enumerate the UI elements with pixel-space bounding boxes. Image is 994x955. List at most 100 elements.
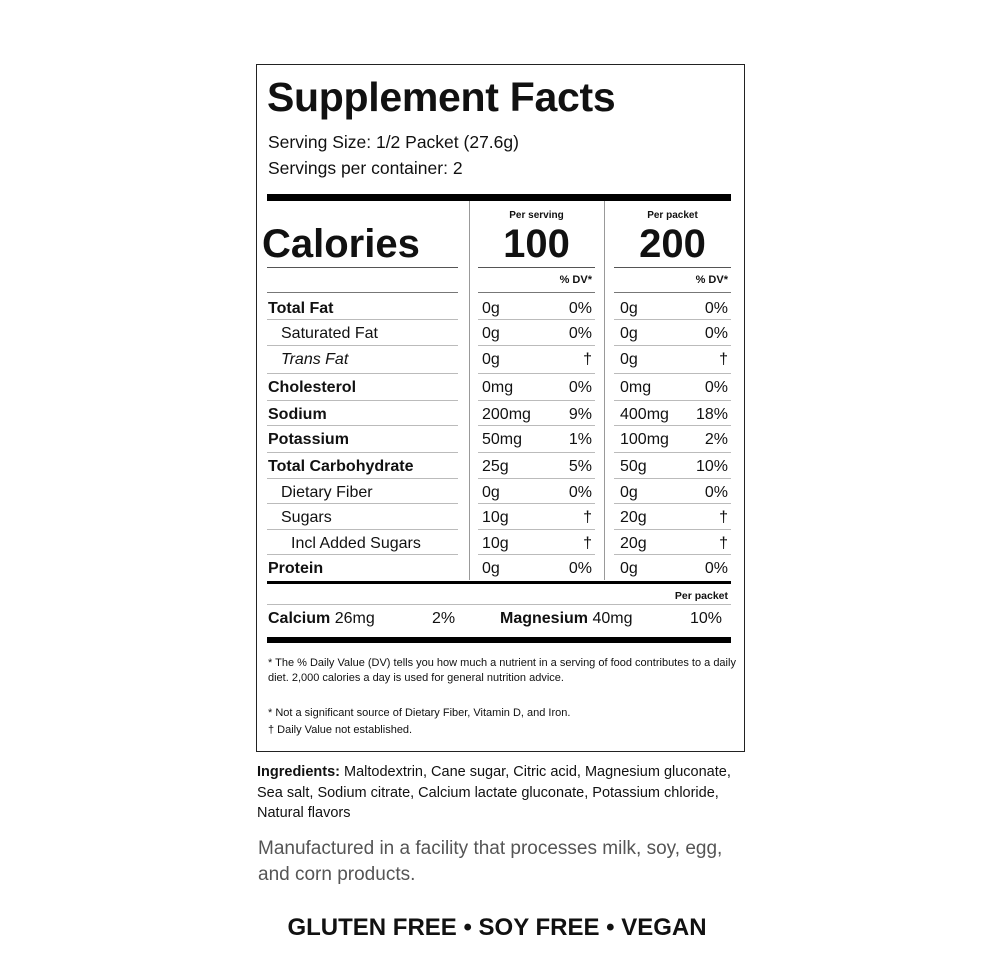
magnesium-name: Magnesium bbox=[500, 610, 589, 627]
packet-amount: 20g bbox=[620, 509, 647, 526]
row-divider bbox=[478, 529, 595, 530]
row-divider bbox=[478, 554, 595, 555]
dv-header-packet: % DV* bbox=[695, 274, 728, 286]
serving-amount: 0g bbox=[482, 484, 500, 501]
per-packet-label: Per packet bbox=[647, 210, 698, 221]
nutrient-name: Protein bbox=[268, 560, 324, 577]
packet-dv: 0% bbox=[704, 484, 728, 501]
calories-per-serving: 100 bbox=[503, 222, 570, 266]
row-divider bbox=[267, 400, 458, 401]
row-divider bbox=[478, 503, 595, 504]
serving-dv: † bbox=[583, 351, 592, 368]
row-divider bbox=[614, 554, 731, 555]
packet-dv: † bbox=[719, 509, 728, 526]
serving-amount: 200mg bbox=[482, 406, 531, 423]
nutrient-name: Saturated Fat bbox=[281, 325, 378, 342]
row-divider bbox=[478, 319, 595, 320]
serving-amount: 0g bbox=[482, 300, 500, 317]
divider bbox=[614, 292, 731, 293]
packet-amount: 100mg bbox=[620, 431, 669, 448]
divider bbox=[267, 604, 731, 605]
serving-dv: 1% bbox=[568, 431, 592, 448]
column-divider bbox=[469, 201, 470, 580]
row-divider bbox=[267, 425, 458, 426]
footnote-insignificant: * Not a significant source of Dietary Fi… bbox=[268, 707, 571, 719]
serving-size: Serving Size: 1/2 Packet (27.6g) bbox=[268, 132, 519, 152]
servings-per-container: Servings per container: 2 bbox=[268, 158, 463, 178]
serving-dv: 0% bbox=[568, 379, 592, 396]
row-divider bbox=[614, 503, 731, 504]
packet-dv: 0% bbox=[704, 379, 728, 396]
nutrient-row: Total Fat 0g 0% 0g 0% bbox=[0, 296, 994, 322]
packet-dv: † bbox=[719, 351, 728, 368]
row-divider bbox=[267, 529, 458, 530]
serving-dv: 5% bbox=[568, 458, 592, 475]
serving-dv: † bbox=[583, 509, 592, 526]
calories-per-packet: 200 bbox=[639, 222, 706, 266]
serving-dv: † bbox=[583, 535, 592, 552]
packet-amount: 0g bbox=[620, 325, 638, 342]
row-divider bbox=[614, 478, 731, 479]
packet-dv: 18% bbox=[695, 406, 728, 423]
supplement-facts-panel bbox=[256, 64, 745, 752]
thick-divider bbox=[267, 194, 731, 201]
nutrient-row: Potassium 50mg 1% 100mg 2% bbox=[0, 427, 994, 453]
row-divider bbox=[614, 452, 731, 453]
row-divider bbox=[478, 400, 595, 401]
nutrient-name: Dietary Fiber bbox=[281, 484, 373, 501]
nutrient-row: Trans Fat 0g † 0g † bbox=[0, 347, 994, 373]
packet-amount: 20g bbox=[620, 535, 647, 552]
per-serving-label: Per serving bbox=[509, 210, 564, 221]
row-divider bbox=[478, 373, 595, 374]
packet-dv: 0% bbox=[704, 300, 728, 317]
nutrient-name: Total Carbohydrate bbox=[268, 458, 414, 475]
nutrient-name: Total Fat bbox=[268, 300, 334, 317]
row-divider bbox=[614, 400, 731, 401]
packet-amount: 400mg bbox=[620, 406, 669, 423]
packet-amount: 50g bbox=[620, 458, 647, 475]
packet-dv: 10% bbox=[695, 458, 728, 475]
row-divider bbox=[267, 554, 458, 555]
divider bbox=[614, 267, 731, 268]
calcium-dv: 2% bbox=[432, 610, 456, 627]
calcium-amount: 26mg bbox=[334, 610, 375, 627]
divider bbox=[267, 292, 458, 293]
row-divider bbox=[267, 345, 458, 346]
packet-amount: 0g bbox=[620, 484, 638, 501]
packet-dv: † bbox=[719, 535, 728, 552]
ingredients-list: Maltodextrin, Cane sugar, Citric acid, M… bbox=[257, 764, 731, 821]
row-divider bbox=[614, 319, 731, 320]
dv-header-serving: % DV* bbox=[559, 274, 592, 286]
allergen-statement: Manufactured in a facility that processe… bbox=[258, 838, 723, 885]
nutrient-name: Sugars bbox=[281, 509, 332, 526]
column-divider bbox=[604, 201, 605, 580]
calcium-row: Calcium 26mg bbox=[268, 610, 375, 628]
row-divider bbox=[267, 319, 458, 320]
serving-dv: 9% bbox=[568, 406, 592, 423]
packet-amount: 0mg bbox=[620, 379, 652, 396]
magnesium-dv: 10% bbox=[690, 610, 723, 627]
serving-amount: 10g bbox=[482, 509, 509, 526]
nutrient-row: Sodium 200mg 9% 400mg 18% bbox=[0, 402, 994, 428]
serving-amount: 25g bbox=[482, 458, 509, 475]
packet-dv: 2% bbox=[704, 431, 728, 448]
calories-label: Calories bbox=[262, 222, 420, 266]
magnesium-amount: 40mg bbox=[592, 610, 633, 627]
nutrient-name: Sodium bbox=[268, 406, 327, 423]
packet-amount: 0g bbox=[620, 300, 638, 317]
minerals-header: Per packet bbox=[674, 590, 728, 602]
row-divider bbox=[478, 425, 595, 426]
nutrient-row: Saturated Fat 0g 0% 0g 0% bbox=[0, 321, 994, 347]
serving-amount: 50mg bbox=[482, 431, 523, 448]
row-divider bbox=[267, 503, 458, 504]
serving-amount: 0g bbox=[482, 560, 500, 577]
divider bbox=[267, 267, 458, 268]
packet-amount: 0g bbox=[620, 351, 638, 368]
serving-amount: 0g bbox=[482, 325, 500, 342]
ingredients-label: Ingredients: bbox=[257, 764, 340, 780]
nutrient-name: Cholesterol bbox=[268, 379, 357, 396]
serving-amount: 0g bbox=[482, 351, 500, 368]
serving-dv: 0% bbox=[568, 560, 592, 577]
packet-amount: 0g bbox=[620, 560, 638, 577]
